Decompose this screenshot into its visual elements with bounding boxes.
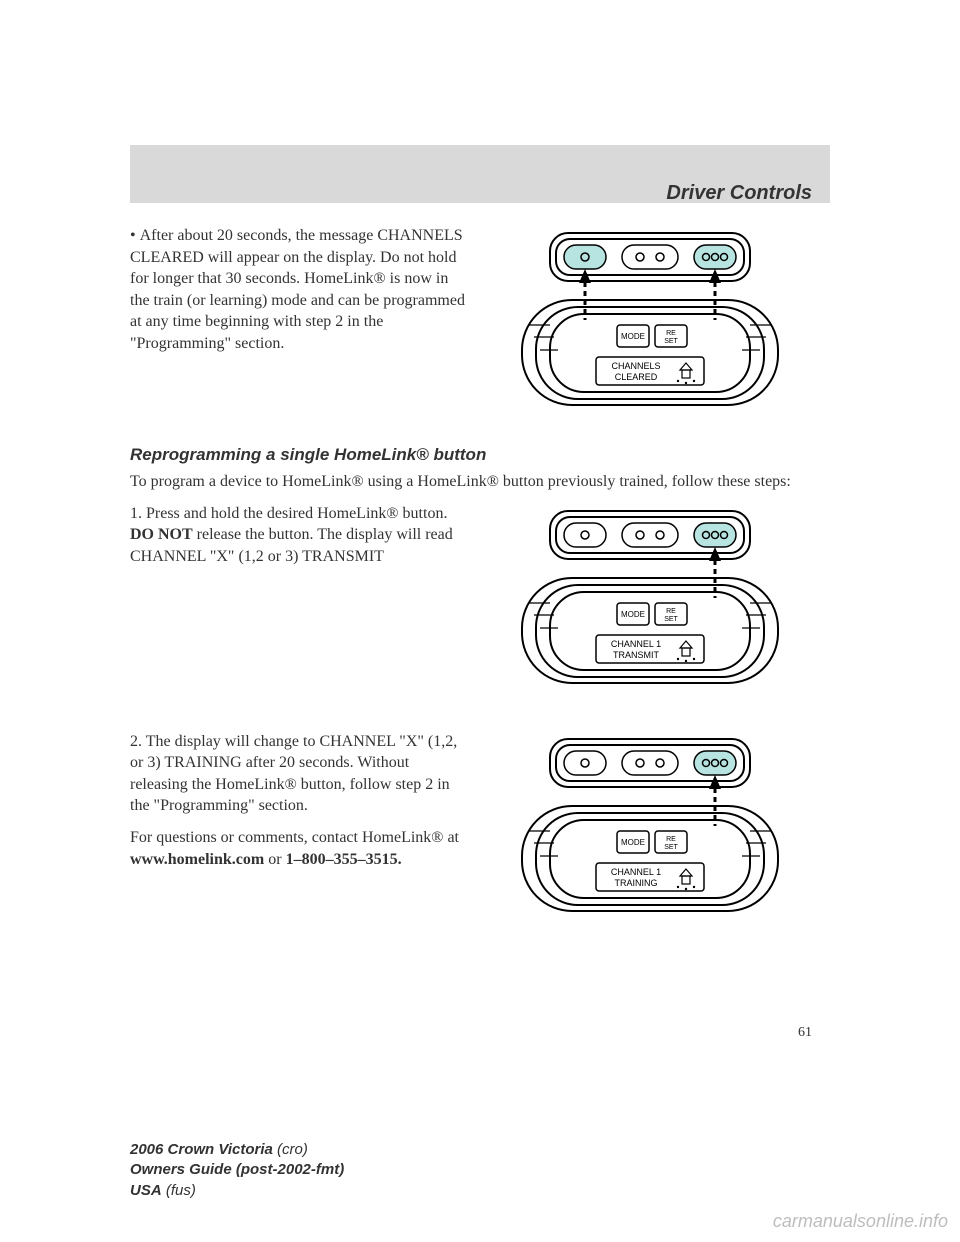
intro-para: To program a device to HomeLink® using a… [130,471,830,493]
lcd3-bot: TRAINING [614,878,657,888]
para2-phone: 1–800–355–3515. [286,851,402,868]
figure-1: MODE RE SET CHANNELS CLEARED [500,225,820,415]
reset-top: RE [666,330,676,337]
footer-l2: Owners Guide (post-2002-fmt) [130,1161,344,1178]
footer-l1-bold: 2006 Crown Victoria [130,1141,273,1158]
overhead-console-svg-1: MODE RE SET CHANNELS CLEARED [500,225,800,410]
step1-prefix: 1. Press and hold the desired HomeLink® … [130,505,447,522]
bullet1-text: After about 20 seconds, the message CHAN… [130,227,465,352]
reset-top: RE [666,836,676,843]
watermark: carmanualsonline.info [773,1211,948,1232]
section-header: Driver Controls [666,182,812,205]
reset-top: RE [666,608,676,615]
mode-label: MODE [621,838,645,847]
footer-l1-rest: (cro) [273,1141,308,1158]
footer: 2006 Crown Victoria (cro) Owners Guide (… [130,1140,344,1201]
page-number: 61 [798,1025,812,1041]
bullet-block-1: • After about 20 seconds, the message CH… [130,225,830,415]
step-2-block: 2. The display will change to CHANNEL "X… [130,731,830,921]
para2-url: www.homelink.com [130,851,264,868]
step-1-text: 1. Press and hold the desired HomeLink® … [130,503,470,693]
footer-l3-bold: USA [130,1182,162,1199]
mode-label: MODE [621,610,645,619]
overhead-console-svg-3: MODE RE SET CHANNEL 1 TRAINING [500,731,800,916]
subheading: Reprogramming a single HomeLink® button [130,445,830,465]
mode-label: MODE [621,332,645,341]
content-area: • After about 20 seconds, the message CH… [130,225,830,921]
contact-para: For questions or comments, contact HomeL… [130,827,470,870]
lcd3-top: CHANNEL 1 [611,867,661,877]
figure-2: MODE RE SET CHANNEL 1 TRANSMIT [500,503,820,693]
step1-bold: DO NOT [130,526,193,543]
para2-mid: or [264,851,285,868]
reset-bot: SET [664,338,678,345]
reset-bot: SET [664,844,678,851]
step-2-text-col: 2. The display will change to CHANNEL "X… [130,731,470,921]
step-1-block: 1. Press and hold the desired HomeLink® … [130,503,830,693]
step2-text: 2. The display will change to CHANNEL "X… [130,731,470,817]
figure-3: MODE RE SET CHANNEL 1 TRAINING [500,731,820,921]
lcd1-top: CHANNELS [611,361,660,371]
para2-prefix: For questions or comments, contact HomeL… [130,829,459,846]
overhead-console-svg-2: MODE RE SET CHANNEL 1 TRANSMIT [500,503,800,688]
reset-bot: SET [664,616,678,623]
footer-l3-rest: (fus) [162,1182,196,1199]
lcd1-bot: CLEARED [615,372,658,382]
lcd2-top: CHANNEL 1 [611,639,661,649]
bullet-text: • After about 20 seconds, the message CH… [130,225,470,415]
page: Driver Controls • After about 20 seconds… [0,0,960,1242]
lcd2-bot: TRANSMIT [613,650,660,660]
